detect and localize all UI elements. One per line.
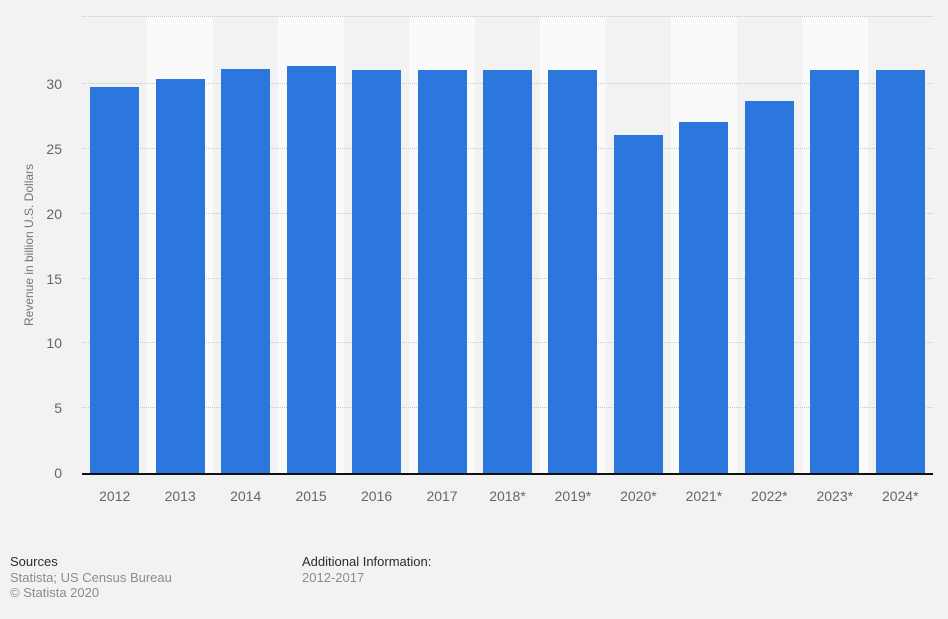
x-tick-2016: 2016: [360, 488, 393, 504]
x-tick-2020*: 2020*: [620, 488, 657, 504]
bar-2018*[interactable]: [483, 69, 532, 473]
bar-2014[interactable]: [221, 68, 271, 473]
additional-information-heading: Additional Information:: [302, 554, 432, 569]
x-tick-2012: 2012: [99, 488, 131, 504]
plot-area: [82, 16, 933, 475]
sources-line: Statista; US Census Bureau: [10, 569, 172, 585]
sources-heading: Sources: [10, 554, 58, 569]
y-tick-20: 20: [46, 205, 62, 222]
bar-2021*[interactable]: [679, 121, 729, 473]
bar-2023*[interactable]: [810, 69, 860, 473]
x-tick-2018*: 2018*: [489, 488, 526, 504]
y-axis-tick-labels: 0 5 10 15 20 25 30: [18, 16, 62, 481]
x-tick-2022*: 2022*: [751, 488, 788, 504]
bar-2012[interactable]: [90, 86, 140, 473]
x-tick-2017: 2017: [426, 488, 458, 504]
sources-block: Sources Statista; US Census Bureau © Sta…: [10, 554, 172, 601]
y-tick-0: 0: [54, 465, 62, 481]
bar-2020*[interactable]: [613, 134, 663, 473]
y-tick-30: 30: [46, 76, 62, 93]
x-axis-tick-labels: 2012 2013 2014 2015 2016 2017 2018* 2019* 2020* 2…: [82, 486, 933, 506]
x-tick-2014: 2014: [230, 488, 262, 504]
y-tick-15: 15: [46, 270, 62, 287]
bar-2022*[interactable]: [744, 100, 794, 473]
bar-2013[interactable]: [155, 78, 205, 473]
x-tick-2019*: 2019*: [554, 488, 592, 504]
x-tick-2024*: 2024*: [881, 488, 919, 504]
x-tick-2013: 2013: [164, 488, 196, 504]
y-tick-5: 5: [54, 400, 62, 417]
bar-2024*[interactable]: [875, 69, 925, 473]
additional-information-block: Additional Information: 2012-2017: [302, 554, 431, 585]
x-tick-2023*: 2023*: [816, 488, 854, 504]
statista-copyright: © Statista 2020: [10, 585, 100, 600]
bar-2019*[interactable]: [548, 69, 598, 473]
x-tick-2021*: 2021*: [685, 488, 723, 504]
y-tick-25: 25: [46, 140, 62, 157]
y-tick-10: 10: [46, 335, 62, 352]
additional-information-line: 2012-2017: [302, 569, 365, 585]
bar-2015[interactable]: [286, 65, 336, 473]
bar-2017[interactable]: [417, 69, 467, 473]
x-tick-2015: 2015: [295, 488, 327, 504]
plot-top-gridline: [82, 16, 933, 17]
bar-2016[interactable]: [352, 69, 402, 473]
